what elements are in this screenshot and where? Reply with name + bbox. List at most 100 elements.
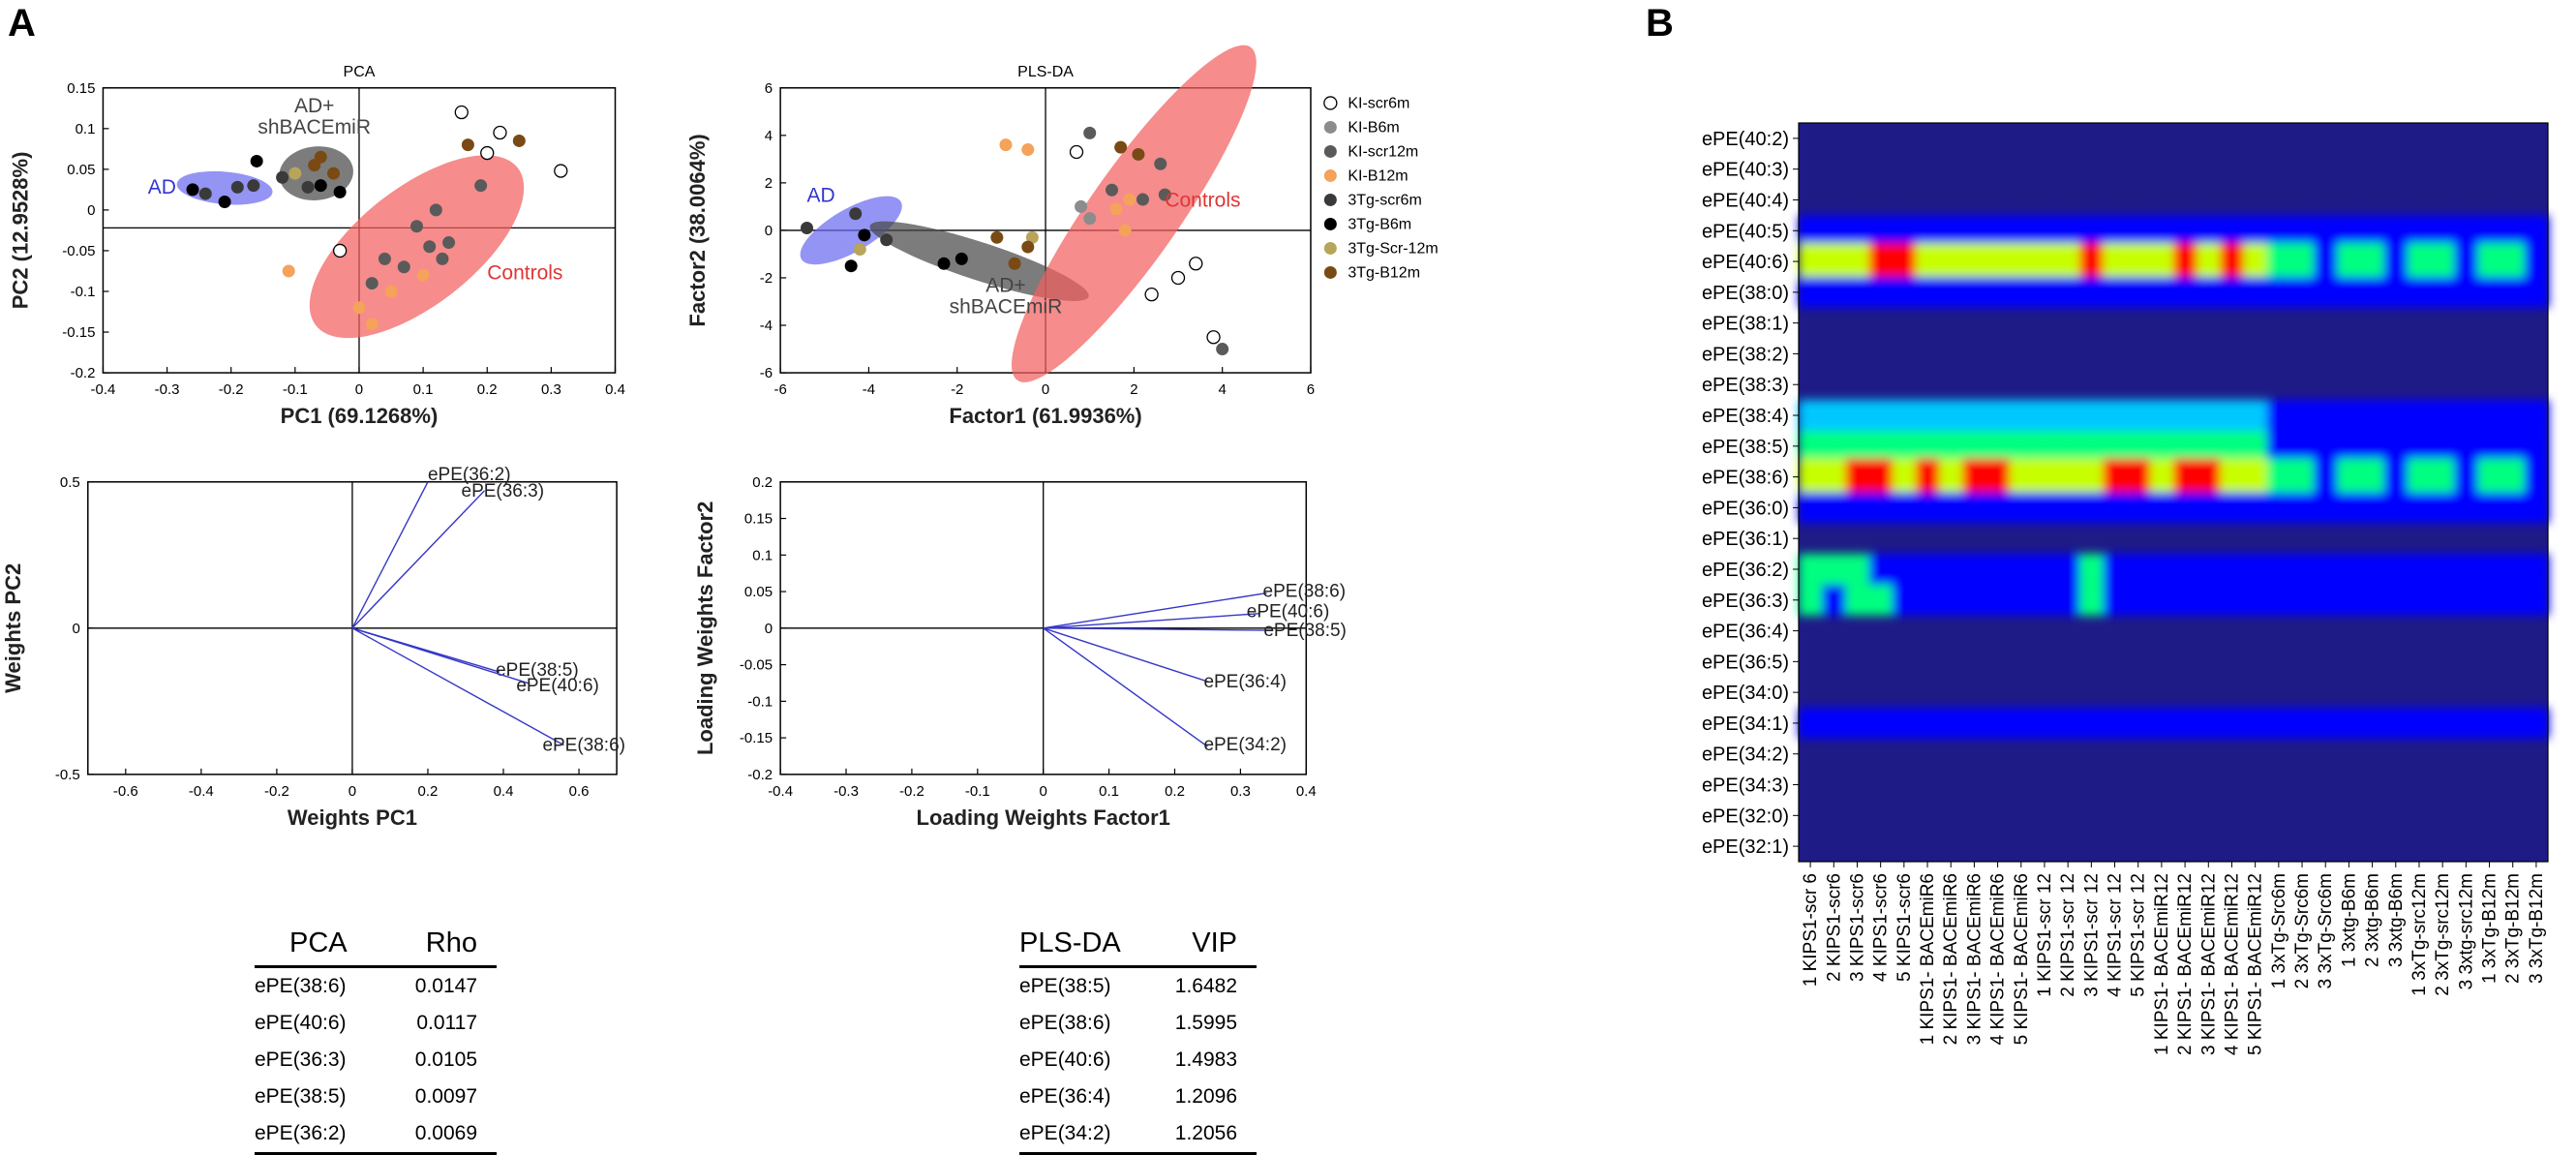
heatmap-cell [2524,215,2549,247]
heatmap-cell [2197,215,2222,247]
pca-scores-ytick-label: -0.05 [62,243,95,259]
table-cell-value: 1.2056 [1174,1122,1237,1144]
heatmap-cell [2360,554,2385,585]
heatmap-row-label: ePE(38:4) [1702,406,1789,427]
plsda-scores-point [1075,199,1088,213]
heatmap-cell [1985,458,2011,496]
heatmap-cell [2314,242,2339,281]
heatmap-cell [2220,276,2245,308]
plsda-scores-point [1025,230,1039,244]
heatmap-cell [2056,276,2081,308]
heatmap-cell [1939,430,1964,462]
heatmap-cell [1868,215,1894,247]
heatmap-cell [2009,276,2034,308]
heatmap-cell [2032,400,2058,431]
heatmap-cell [2197,430,2222,462]
heatmap-cell [2243,242,2268,281]
heatmap-cell [2032,708,2058,739]
pca-scores-ellipse-label: shBACEmiR [258,116,371,138]
legend-marker [1323,120,1337,134]
pca-scores-ellipse [279,146,353,200]
plsda-scores-point [1083,212,1097,226]
heatmap-cell [2289,458,2316,496]
heatmap-cell [2149,584,2174,616]
heatmap-cell [2431,276,2456,308]
heatmap-cell [2220,708,2245,739]
heatmap-cell [2289,492,2316,524]
heatmap-cell [2407,492,2433,524]
heatmap-cell [1799,584,1824,616]
heatmap-col-label: 2 KIPS1- BACEmiR12 [2175,873,2196,1055]
plsda-loadings-xtick-label: 0 [1040,783,1047,800]
heatmap-col-label: 5 KIPS1-scr 12 [2129,873,2149,997]
heatmap-cell [2009,215,2034,247]
heatmap-col-label: 3 3xtg-src12m [2456,873,2476,989]
heatmap-cell [2431,242,2456,281]
heatmap-cell [2337,276,2362,308]
plsda-scores-point [1189,257,1203,271]
heatmap-cell [2220,584,2245,616]
heatmap-col-label: 5 KIPS1- BACEmiR12 [2246,873,2266,1055]
heatmap-cell [2289,430,2316,462]
pca-scores-point [327,167,341,180]
table-cell-name: ePE(38:5) [255,1085,347,1108]
heatmap-cell [2173,400,2198,431]
heatmap-cell [2220,492,2245,524]
plsda-loadings-ytick-label: -0.05 [740,657,773,674]
plsda-vip-table: PLS-DA VIP ePE(38:5) 1.6482 ePE(38:6) 1.59… [1019,927,1257,1155]
heatmap-row-label: ePE(38:1) [1702,314,1789,335]
heatmap-cell [1985,492,2011,524]
pca-scores-point [230,180,244,194]
plsda-scores-point [1106,183,1119,197]
heatmap-col-label: 1 3xTg-Src6m [2269,873,2289,988]
plsda-scores-ytick-label: -6 [760,365,773,381]
pca-weights-plot: -0.6 -0.4 -0.2 0 0.2 0.4 0.6 -0.5 0 0.5 Weights PC… [1,465,625,830]
heatmap-cell [2477,400,2502,431]
plsda-loadings-ytick-label: 0.1 [752,547,773,563]
heatmap-cell [1985,215,2011,247]
heatmap-cell [2056,400,2081,431]
heatmap-cell [2009,584,2034,616]
heatmap-cell [2126,276,2151,308]
plsda-loadings-xtick-label: 0.4 [1296,783,1317,800]
heatmap-cell [2103,242,2128,281]
heatmap-cell [2383,584,2409,616]
pca-scores-point [512,134,526,147]
pca-weights-ytick-label: 0.5 [60,474,80,491]
plsda-loadings-vector-label: ePE(40:6) [1247,602,1330,623]
heatmap-cell [1915,400,1941,431]
heatmap-cell [2079,400,2105,431]
plsda-scores-ellipse [1012,45,1257,382]
pca-scores-point [250,154,263,167]
plsda-scores-point [853,243,866,257]
pca-scores-ytick-label: -0.1 [71,284,96,300]
plsda-scores-point [1206,330,1221,345]
heatmap-cell [2289,242,2316,281]
heatmap-row-label: ePE(32:1) [1702,836,1789,858]
heatmap-row-label: ePE(40:5) [1702,221,1789,242]
heatmap-cell [1845,584,1870,616]
plsda-scores-xtick-label: 0 [1042,381,1049,398]
heatmap-cell [2173,584,2198,616]
pca-scores-xlabel: PC1 (69.1268%) [281,404,439,428]
heatmap-cell [2383,276,2409,308]
heatmap-row-label: ePE(40:2) [1702,129,1789,150]
heatmap-cell [1915,276,1941,308]
heatmap-cell [2407,458,2433,496]
heatmap-cell [2314,708,2339,739]
pca-scores-ytick-label: 0 [87,202,95,219]
table-cell-name: ePE(40:6) [255,1012,347,1034]
heatmap-cell [2220,215,2245,247]
table-cell-value: 0.0105 [414,1049,477,1071]
heatmap-cell [2337,242,2362,281]
heatmap-cell [2500,458,2526,496]
heatmap-cell [2197,708,2222,739]
plsda-scores-point [937,257,951,270]
pca-weights-xtick-label: 0.6 [569,783,590,800]
heatmap-cell [2009,430,2034,462]
plsda-scores-point [844,259,858,273]
heatmap-cell [2220,554,2245,585]
pca-scores-ellipse [309,155,525,339]
heatmap-row-label: ePE(38:3) [1702,375,1789,396]
